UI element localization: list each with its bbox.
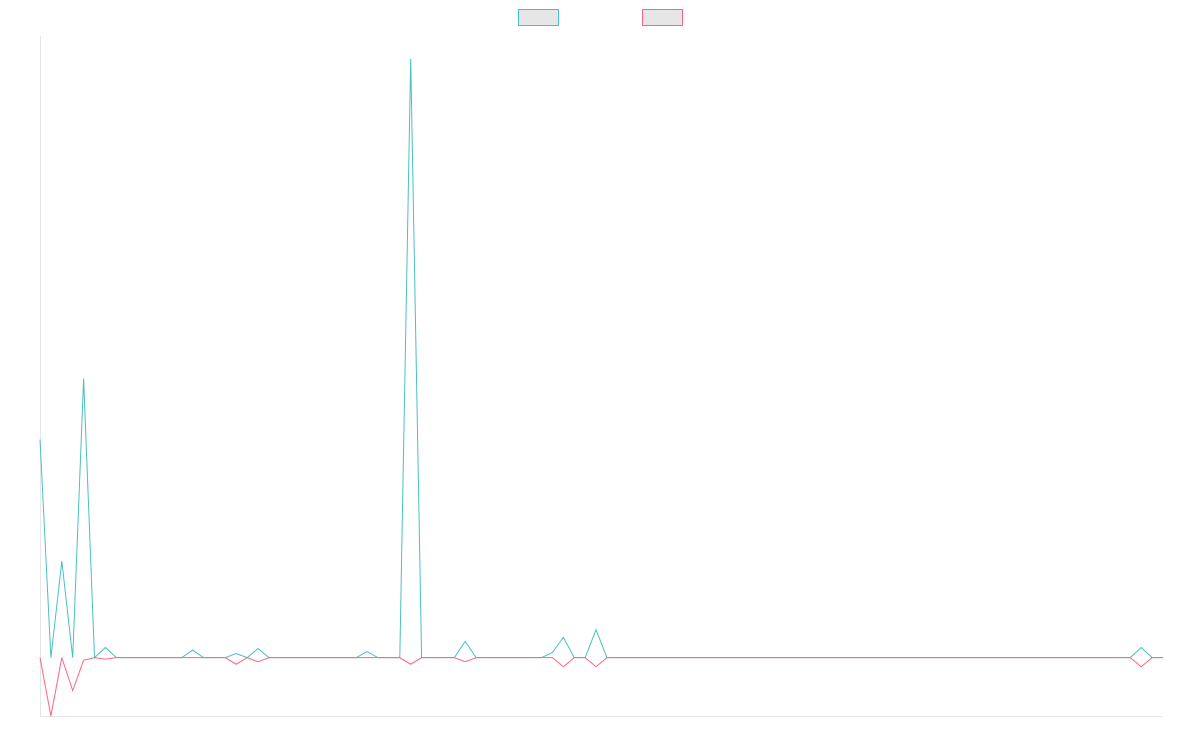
series-layer [39, 58, 1163, 717]
legend-swatch-1[interactable] [518, 9, 559, 26]
series-line-2 [39, 657, 1163, 717]
legend-swatch-2[interactable] [642, 9, 683, 26]
legend [518, 9, 683, 26]
series-line-1 [39, 58, 1163, 659]
